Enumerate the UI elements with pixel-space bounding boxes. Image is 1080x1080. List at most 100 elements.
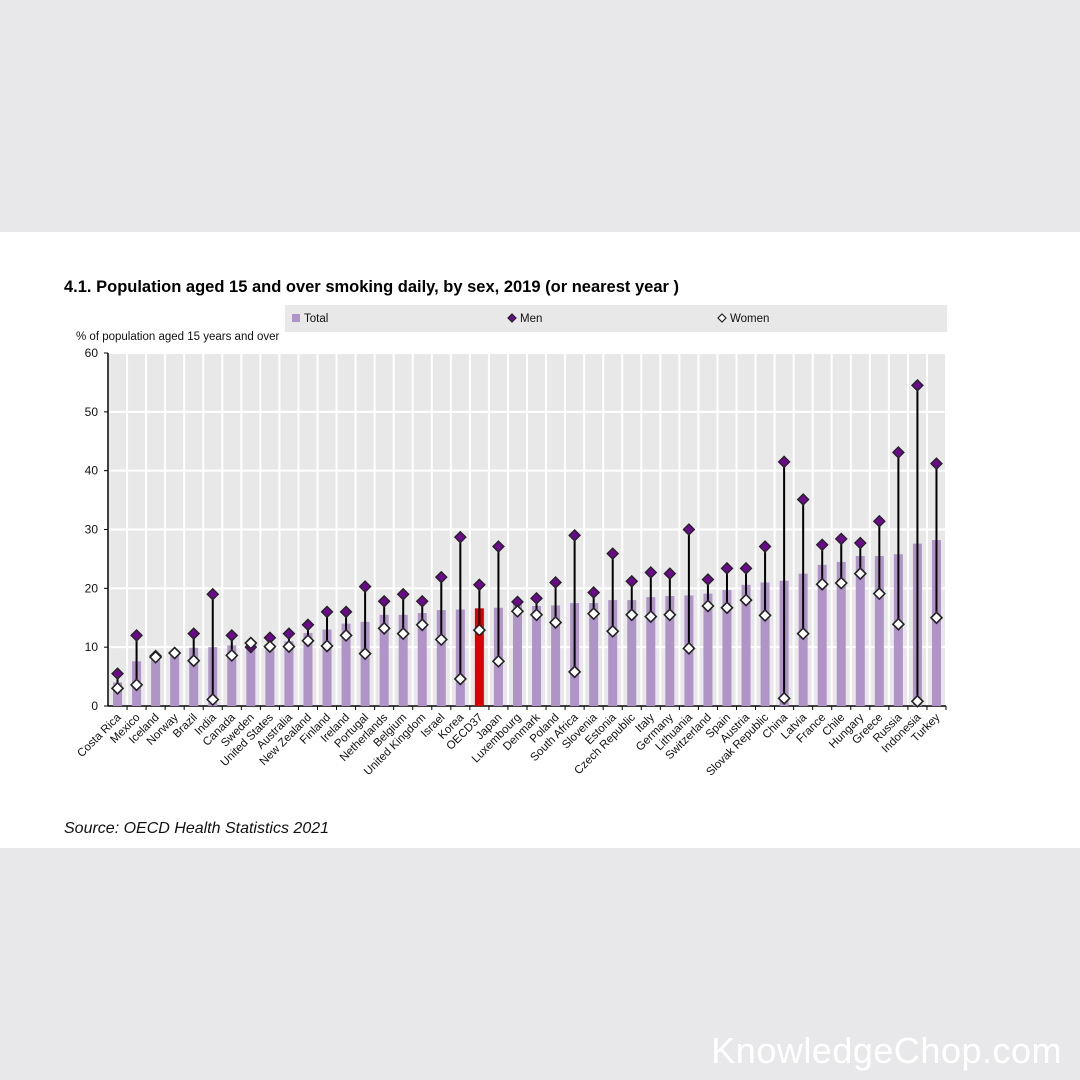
- bar-total: [722, 590, 732, 706]
- marker-men: [663, 567, 677, 581]
- marker-women: [815, 577, 829, 591]
- marker-women: [396, 627, 410, 641]
- legend-label-total: Total: [304, 313, 328, 325]
- marker-men: [891, 446, 905, 459]
- marker-men: [587, 586, 601, 599]
- bar-total: [341, 623, 351, 706]
- y-tick-label: 20: [85, 581, 99, 595]
- bar-total: [836, 561, 846, 706]
- bar-total: [589, 603, 599, 706]
- marker-men: [930, 457, 943, 471]
- marker-men: [568, 528, 582, 542]
- bar-total: [284, 641, 294, 706]
- marker-men: [834, 532, 848, 546]
- bar-total: [760, 582, 770, 706]
- bar-total: [265, 644, 275, 706]
- marker-women: [148, 650, 163, 664]
- marker-women: [453, 672, 467, 686]
- marker-women: [587, 607, 601, 621]
- marker-women: [872, 586, 886, 601]
- bar-total: [151, 657, 161, 706]
- marker-men: [530, 591, 543, 605]
- marker-women: [206, 692, 220, 707]
- marker-women: [891, 617, 906, 631]
- source-note: Source: OECD Health Statistics 2021: [64, 820, 330, 837]
- bar-total: [551, 605, 561, 706]
- marker-women: [739, 593, 753, 607]
- legend-band: [285, 305, 947, 332]
- marker-men: [377, 594, 391, 608]
- marker-men: [492, 540, 505, 553]
- marker-men: [358, 580, 372, 593]
- marker-men: [301, 618, 315, 632]
- marker-men: [853, 536, 867, 550]
- y-tick-label: 10: [85, 640, 99, 654]
- bar-total: [246, 644, 256, 706]
- y-tick-label: 30: [85, 523, 99, 537]
- marker-women: [701, 599, 715, 613]
- marker-women: [796, 627, 810, 641]
- y-tick-label: 40: [85, 464, 99, 478]
- marker-men: [911, 378, 924, 392]
- bar-total: [665, 595, 675, 706]
- marker-men: [644, 566, 658, 579]
- marker-women: [377, 621, 391, 635]
- bar-total: [741, 584, 751, 706]
- marker-women: [320, 639, 334, 653]
- marker-men: [111, 667, 124, 681]
- watermark: KnowledgeChop.com: [711, 1030, 1062, 1071]
- marker-men: [625, 574, 639, 588]
- marker-men: [187, 627, 201, 641]
- marker-women: [187, 654, 201, 668]
- marker-men: [320, 605, 334, 619]
- marker-men: [739, 561, 753, 575]
- legend-label-women: Women: [730, 313, 769, 325]
- bar-total: [227, 645, 237, 706]
- marker-women: [129, 678, 144, 692]
- marker-women: [606, 624, 620, 638]
- legend-women-marker: [717, 313, 727, 323]
- marker-women: [225, 648, 239, 663]
- marker-men: [434, 570, 448, 584]
- bar-total: [627, 600, 637, 706]
- marker-men: [396, 587, 410, 601]
- marker-men: [682, 523, 696, 536]
- marker-women: [929, 611, 944, 625]
- marker-women: [777, 691, 791, 705]
- marker-women: [567, 665, 582, 679]
- marker-women: [682, 641, 696, 655]
- marker-men: [796, 493, 810, 506]
- marker-women: [110, 681, 125, 695]
- marker-women: [548, 615, 563, 630]
- marker-men: [549, 576, 562, 589]
- marker-men: [225, 628, 239, 642]
- legend-total-swatch: [292, 314, 300, 322]
- marker-women: [491, 654, 506, 668]
- bar-total: [398, 614, 408, 706]
- bar-total: [474, 608, 484, 706]
- y-tick-label: 0: [91, 699, 98, 713]
- bar-total: [817, 564, 827, 706]
- bar-total: [417, 613, 427, 706]
- legend-men-marker: [507, 313, 517, 323]
- marker-women: [472, 623, 487, 637]
- marker-women: [358, 647, 372, 661]
- marker-men: [815, 538, 829, 552]
- marker-women: [244, 636, 258, 650]
- bar-total: [303, 633, 313, 706]
- marker-men: [415, 594, 429, 608]
- marker-men: [206, 587, 220, 601]
- marker-women: [434, 632, 448, 647]
- marker-women: [625, 608, 639, 622]
- marker-women: [644, 609, 658, 624]
- y-tick-label: 50: [85, 405, 99, 419]
- marker-men: [777, 455, 791, 469]
- marker-men: [720, 561, 734, 575]
- bar-total: [360, 621, 370, 706]
- marker-women: [415, 618, 429, 632]
- marker-men: [282, 627, 296, 641]
- bar-total: [532, 605, 542, 706]
- marker-women: [510, 604, 525, 618]
- marker-women: [853, 566, 867, 581]
